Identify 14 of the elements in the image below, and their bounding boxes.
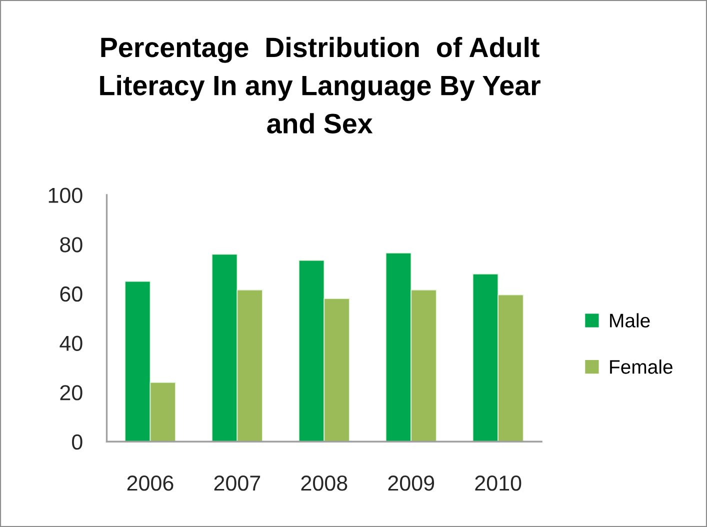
x-tick-label: 2008 [301, 476, 348, 491]
y-tick-label: 100 [48, 188, 82, 203]
y-tick-label: 40 [60, 336, 82, 351]
x-tick-label: 2007 [214, 476, 260, 491]
y-tick-label: 0 [72, 434, 82, 450]
y-tick-label: 80 [60, 237, 82, 252]
legend-label: Female [610, 360, 672, 374]
x-tick-label: 2009 [388, 476, 434, 491]
x-tick-label: 2006 [127, 476, 174, 491]
y-tick-label: 60 [60, 286, 82, 302]
legend-label: Male [610, 313, 650, 328]
chart-title: Percentage Distribution of Adult Literacy In any Language By Year and Sex [100, 36, 540, 134]
y-tick-label: 20 [60, 385, 82, 400]
x-tick-label: 2010 [475, 476, 522, 491]
